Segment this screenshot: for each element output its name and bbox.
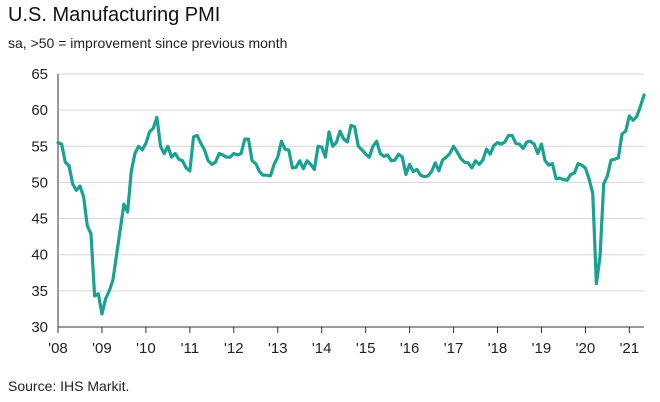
y-axis-tick-labels: 30 35 40 45 50 55 60 65 [31,66,48,336]
x-tick-label: '17 [444,340,464,357]
x-tick-label: '12 [224,340,244,357]
x-tick-label: '09 [92,340,112,357]
y-tick-label: 30 [31,319,48,336]
y-tick-label: 35 [31,283,48,300]
x-tick-label: '13 [268,340,288,357]
x-tick-label: '08 [48,340,68,357]
x-axis-tick-labels: '08 '09 '10 '11 '12 '13 '14 '15 '16 '17 '18 '19 '20 '… [48,340,639,357]
axes [57,74,644,333]
x-tick-label: '14 [312,340,332,357]
x-tick-label: '15 [356,340,376,357]
y-tick-label: 65 [31,66,48,83]
y-tick-label: 40 [31,247,48,264]
y-tick-label: 55 [31,138,48,155]
x-tick-label: '11 [181,340,199,357]
y-tick-label: 45 [31,211,48,228]
x-tick-label: '18 [488,340,508,357]
gridlines [58,73,644,292]
chart-title: U.S. Manufacturing PMI [8,4,221,26]
x-tick-label: '21 [620,340,640,357]
y-tick-label: 60 [31,102,48,119]
y-tick-label: 50 [31,174,48,191]
series-group [56,93,646,316]
x-tick-label: '20 [576,340,596,357]
series-line-pmi [56,93,646,316]
x-tick-label: '10 [136,340,156,357]
chart-subtitle: sa, >50 = improvement since previous mon… [8,35,288,51]
chart-source: Source: IHS Markit. [8,378,130,394]
x-tick-label: '16 [400,340,420,357]
x-tick-label: '19 [532,340,552,357]
